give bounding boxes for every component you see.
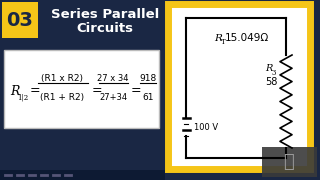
Text: 27+34: 27+34	[99, 93, 127, 102]
Text: R: R	[10, 84, 20, 98]
Text: =: =	[131, 84, 142, 98]
FancyBboxPatch shape	[4, 50, 159, 128]
Text: 27 x 34: 27 x 34	[97, 73, 129, 82]
Text: =: =	[30, 84, 41, 98]
Text: 61: 61	[142, 93, 154, 102]
Text: 3: 3	[272, 69, 276, 77]
Text: R: R	[265, 64, 272, 73]
Text: 03: 03	[7, 10, 33, 30]
Text: (R1 x R2): (R1 x R2)	[41, 73, 83, 82]
Text: =: =	[92, 84, 103, 98]
FancyBboxPatch shape	[168, 4, 310, 169]
FancyBboxPatch shape	[2, 2, 38, 38]
Text: 918: 918	[140, 73, 156, 82]
Text: 1|2: 1|2	[18, 93, 29, 101]
Text: (R1 + R2): (R1 + R2)	[40, 93, 84, 102]
FancyBboxPatch shape	[0, 170, 165, 180]
Text: T: T	[220, 38, 225, 46]
Text: Circuits: Circuits	[76, 21, 133, 35]
Text: R: R	[214, 33, 222, 42]
Text: 👤: 👤	[284, 153, 294, 171]
Text: Series Parallel: Series Parallel	[51, 8, 159, 21]
Text: 58: 58	[265, 77, 277, 87]
Text: 100 V: 100 V	[194, 123, 218, 132]
FancyBboxPatch shape	[262, 147, 317, 177]
Text: 15.049Ω: 15.049Ω	[225, 33, 269, 43]
